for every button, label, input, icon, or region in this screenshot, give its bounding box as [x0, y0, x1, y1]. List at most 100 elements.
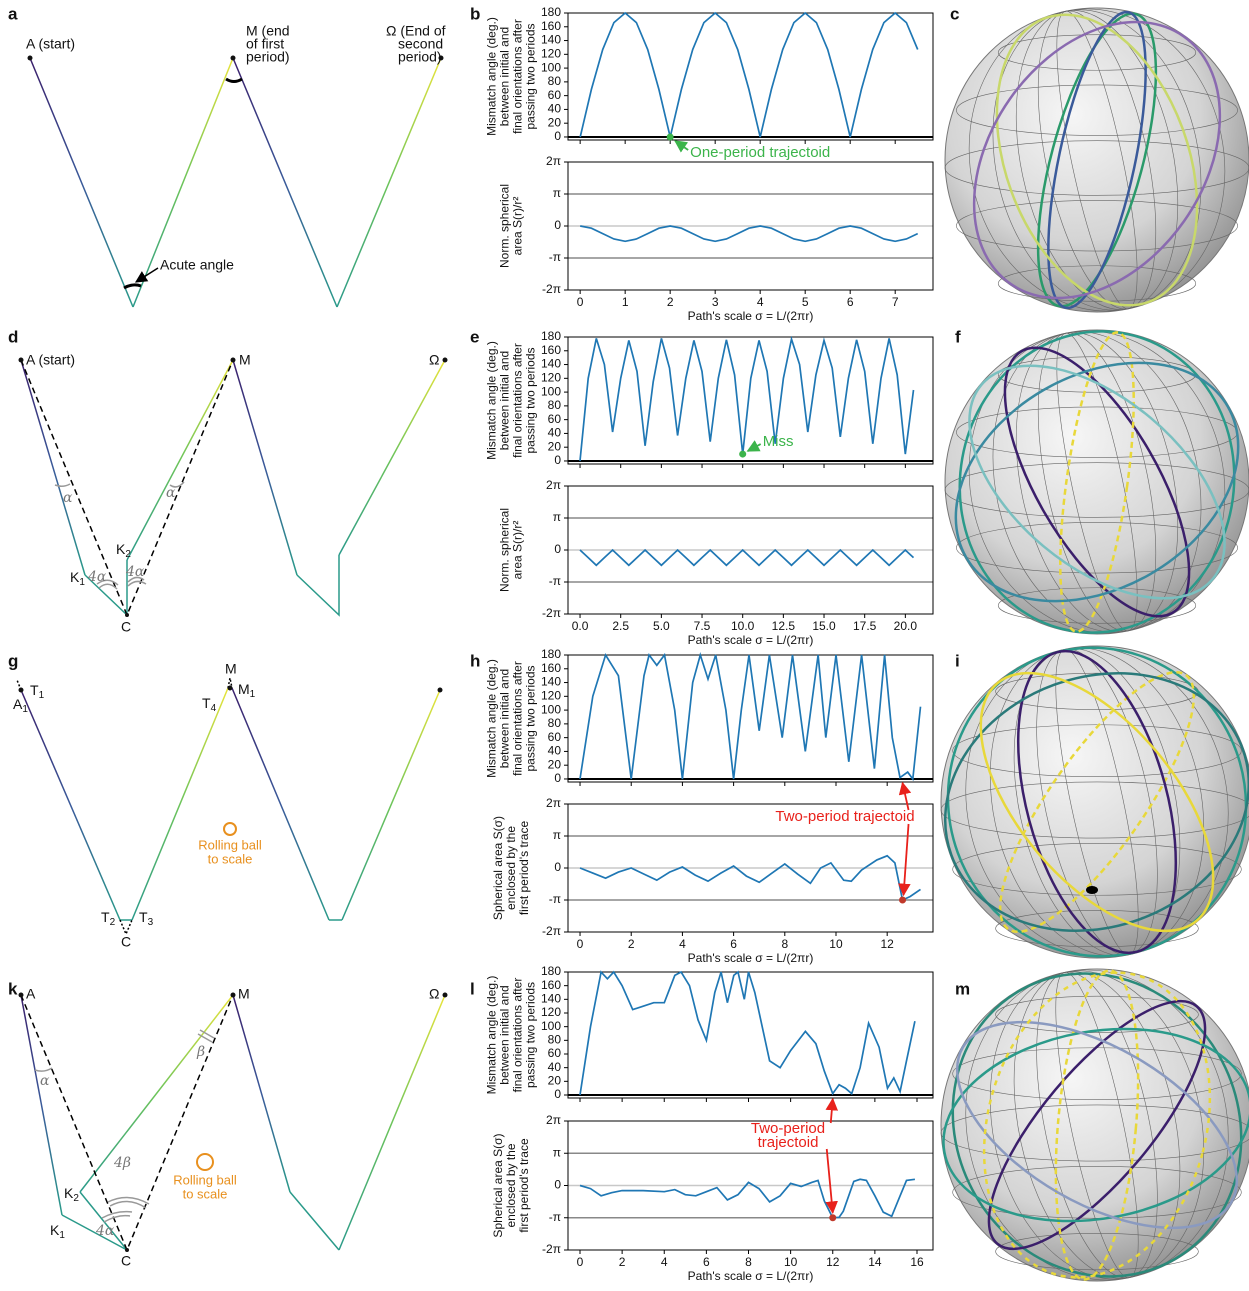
y-tick-label: π [553, 828, 561, 842]
label-text: T [139, 909, 148, 925]
y-axis-label: Spherical area S(σ) [491, 1133, 505, 1237]
parallel [940, 1104, 1249, 1162]
annotation-arrow [898, 823, 911, 897]
points-d [18, 357, 448, 617]
x-tick-label: 2 [667, 295, 674, 309]
y-axis-label: final orientations after [511, 978, 525, 1093]
label-sub: 1 [39, 690, 45, 701]
diagram-k [20, 994, 446, 1252]
label: A1 [13, 696, 28, 715]
angle-label: 4α [87, 569, 107, 585]
label: M [225, 661, 237, 677]
trace [1054, 969, 1140, 1281]
angle-arc [123, 283, 142, 290]
path-segment [29, 57, 134, 308]
label: T2 [101, 909, 116, 928]
x-tick-label: 0 [577, 1255, 584, 1269]
x-tick-label: 12.5 [772, 619, 796, 633]
trace [1003, 346, 1191, 618]
data-line [579, 854, 921, 902]
panel-letter: k [8, 979, 18, 998]
y-tick-label: -2π [542, 282, 561, 296]
trace [968, 364, 1226, 600]
y-tick-label: π [553, 186, 561, 200]
parallel [952, 1166, 1242, 1219]
path-segment [131, 687, 229, 921]
panel-letter: l [470, 979, 475, 998]
y-tick-label: 20 [548, 439, 562, 453]
plot-frame [567, 971, 934, 1099]
sphere-body [940, 968, 1249, 1282]
y-tick-label: 180 [541, 647, 561, 661]
ball-label: Rolling ball [198, 837, 262, 852]
x-axis-label: Path's scale σ = L/(2πr) [688, 951, 814, 965]
points-a [27, 55, 444, 61]
label-sub: 2 [125, 549, 131, 560]
trace [1016, 649, 1178, 955]
y-tick-label: 160 [541, 19, 561, 33]
label-text: K [50, 1222, 60, 1238]
x-tick-label: 0 [577, 937, 584, 951]
meridian [965, 969, 1229, 1281]
rolling-ball [223, 822, 237, 836]
y-tick-label: 80 [548, 74, 562, 88]
y-tick-label: 140 [541, 357, 561, 371]
diagram-g [16, 677, 441, 936]
plot-frame [567, 12, 934, 141]
panel-letter: b [470, 4, 480, 23]
y-tick-label: 20 [548, 757, 562, 771]
trace [1047, 10, 1147, 310]
annotation: trajectoid [758, 1134, 819, 1151]
point [27, 55, 33, 61]
label: A (start) [26, 36, 75, 52]
annotation-arrow [746, 440, 762, 452]
panel-letter: a [8, 4, 18, 23]
label: K2 [64, 1185, 79, 1204]
point [125, 613, 129, 617]
y-axis-label: Spherical area S(σ) [491, 816, 505, 920]
label: second [398, 36, 443, 52]
path-segment [232, 359, 298, 576]
label: T1 [30, 682, 45, 701]
x-tick-label: 8 [745, 1255, 752, 1269]
y-tick-label: 0 [554, 542, 561, 556]
y-tick-label: 120 [541, 370, 561, 384]
diagram-a [29, 57, 442, 308]
y-tick-label: 0 [554, 860, 561, 874]
y-tick-label: 20 [548, 1073, 562, 1087]
angle-label: 4α [125, 564, 145, 580]
label-text: T [101, 909, 110, 925]
y-axis-label: passing two periods [524, 23, 538, 129]
label-text: T [202, 695, 211, 711]
arrow [134, 267, 159, 283]
angle-label: 4α [95, 1223, 115, 1239]
x-tick-label: 4 [679, 937, 686, 951]
label: Ω [429, 352, 439, 368]
y-tick-label: 60 [548, 1046, 562, 1060]
point [18, 992, 24, 998]
y-axis-label: final orientations after [511, 343, 525, 458]
plot-frame [567, 336, 934, 465]
parallel [997, 587, 1197, 624]
x-tick-label: 0 [577, 295, 584, 309]
label-text: M [238, 681, 250, 697]
y-tick-label: π [553, 510, 561, 524]
label: period) [246, 49, 290, 65]
path-segment [296, 555, 340, 617]
angle-label: β [196, 1044, 205, 1060]
y-axis-label: passing two periods [524, 665, 538, 771]
y-tick-label: 100 [541, 60, 561, 74]
y-axis-label: area S(r)/r² [511, 197, 525, 256]
path-segment [231, 687, 330, 921]
path-segment [20, 994, 63, 1216]
dashed-line [20, 359, 234, 617]
sphere [940, 968, 1249, 1282]
label-sub: 1 [22, 704, 28, 715]
parallel [995, 1233, 1199, 1271]
angle-label: 4β [113, 1155, 131, 1171]
x-tick-label: 6 [847, 295, 854, 309]
label: M (end [246, 23, 290, 39]
y-axis-label: first period's trace [517, 1138, 531, 1233]
y-tick-label: 2π [546, 1113, 561, 1127]
label-text: T [30, 682, 39, 698]
